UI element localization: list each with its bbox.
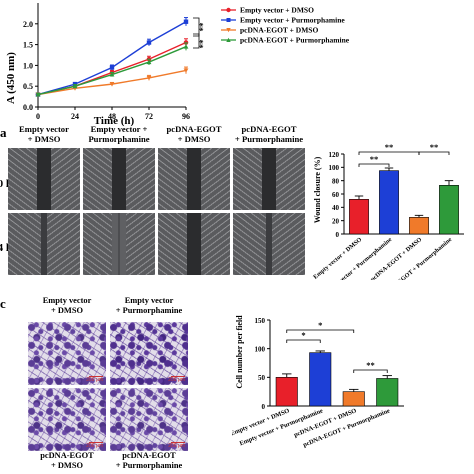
bar-empty-purm [309,352,332,407]
data-point-egot-dmso [109,82,115,87]
legend-item-egot-dmso: pcDNA-EGOT + DMSO [240,26,318,35]
y-tick-label: 1.0 [23,61,33,70]
y-tick-label: 0 [262,403,266,411]
transwell-image-empty-purm: 200 μm [110,322,188,385]
data-point-egot-dmso [183,68,189,73]
sig-marker-c3: ** [366,360,375,370]
cell-chart-y-axis-label: Cell number per field [235,315,244,389]
transwell-label-egot-purm: pcDNA-EGOT + Purmorphamine [115,451,183,470]
y-tick-label: 150 [255,317,266,325]
sig-marker-b3-bracket [418,151,450,155]
y-tick-label: 100 [255,345,266,353]
data-point-empty-purm [109,65,115,70]
bar-egot-dmso [409,217,429,235]
y-tick-label: 120 [329,151,340,159]
bar-empty-dmso [349,199,369,235]
y-tick-label: 0.0 [23,103,33,112]
y-tick-label: 0.5 [23,82,33,91]
x-category-label: pcDNA-EGOT + DMSO [369,236,423,280]
sig-marker-a1: ** [198,22,208,32]
panel-letter-b: a [0,125,7,140]
data-point-empty-purm [183,19,189,24]
y-tick-label: 0 [336,231,340,239]
transwell-image-egot-purm: 200 μm [110,388,188,451]
data-point-egot-purm [183,44,189,49]
wound-image-empty-dmso-0h: 200 μm [8,148,80,210]
x-tick-label: 48 [108,112,116,121]
line-chart-significance: ** ** [193,17,208,49]
bar-empty-dmso [275,377,298,407]
wound-column-labels: Empty vector + DMSO Empty vector + Purmorph… [0,124,310,148]
transwell-label-egot-dmso: pcDNA-EGOT + DMSO [40,451,94,470]
sig-marker-b1: ** [385,142,394,152]
wound-image-egot-dmso-0h: 200 μm [158,148,230,210]
line-chart-y-axis-label: A (450 nm) [5,52,17,104]
sig-marker-c3-bracket [353,369,388,373]
data-point-egot-purm [146,59,152,65]
y-tick-label: 2.0 [23,20,33,29]
sig-marker-b2: ** [370,154,379,164]
bar-egot-purm [376,378,399,407]
bar-egot-dmso [342,391,365,407]
sig-marker-c2: * [318,320,322,330]
transwell-label-empty-dmso: Empty vector + DMSO [42,296,92,315]
wound-image-empty-purm-0h: 200 μm [83,148,155,210]
x-category-label: Empty vector + DMSO [312,236,363,280]
x-tick-label: 24 [71,112,79,121]
bar-egot-purm [439,185,459,235]
y-tick-label: 80 [332,177,340,185]
line-chart-x-axis-label: Time (h) [94,115,135,127]
transwell-label-empty-purm: Empty vector + Purmorphamine [115,296,183,315]
data-point-empty-purm [146,40,152,45]
y-tick-label: 100 [329,164,340,172]
bar-empty-purm [379,170,399,235]
sig-marker-c1: * [301,330,305,340]
panel-letter-c: c [0,296,6,311]
wound-image-egot-purm-0h: 200 μm [233,148,305,210]
sig-marker-c2-bracket [286,329,355,333]
y-tick-label: 40 [332,204,340,212]
legend-item-egot-purm: pcDNA-EGOT + Purmorphamine [240,36,350,45]
x-tick-label: 0 [36,112,40,121]
data-point-egot-purm [109,72,115,77]
line-chart-legend: Empty vector + DMSO Empty vector + Purmo… [221,6,350,45]
line-chart: A (450 nm) Time (h) 0.0 0.5 1.0 1.5 2.0 0 24 48… [5,3,350,127]
data-point-egot-purm [72,83,78,89]
transwell-top-labels: Empty vector + DMSO Empty vector + Purmorph… [20,296,210,320]
transwell-image-egot-dmso: 200 μm [28,388,106,451]
wound-chart-y-axis-label: Wound closure (%) [313,156,322,223]
y-tick-label: 50 [258,374,266,382]
wound-image-empty-dmso-24h: 200 μm [8,213,80,275]
wound-closure-bar-chart: Wound closure (%) 0 20 40 60 80 100 120 Empty v… [312,142,464,280]
y-tick-label: 1.5 [23,41,33,50]
data-point-egot-purm [35,92,41,97]
y-tick-label: 60 [332,191,340,199]
wound-image-egot-dmso-24h: 200 μm [158,213,230,275]
sig-marker-b3: ** [430,142,439,152]
transwell-image-empty-dmso: 200 μm [28,322,106,385]
sig-marker-b1-bracket [358,151,420,155]
data-point-egot-dmso [146,75,152,81]
legend-item-empty-dmso: Empty vector + DMSO [240,6,314,15]
wound-image-egot-purm-24h: 200 μm [233,213,305,275]
sig-marker-c1-bracket [286,339,321,343]
wound-column-label-empty-purm: Empty vector + Purmorphamine [88,124,150,144]
wound-image-empty-purm-24h: 200 μm [83,213,155,275]
sig-marker-b2-bracket [358,163,390,167]
transwell-bottom-labels: pcDNA-EGOT + DMSO pcDNA-EGOT + Purmorphamin… [20,451,210,474]
wound-column-label-empty-dmso: Empty vector + DMSO [19,124,69,144]
y-tick-label: 20 [332,217,340,225]
x-tick-label: 96 [182,112,190,121]
sig-marker-a2: ** [198,39,208,49]
wound-column-label-egot-purm: pcDNA-EGOT + Purmorphamine [234,124,304,144]
x-tick-label: 72 [145,112,153,121]
legend-item-empty-purm: Empty vector + Purmorphamine [240,16,345,25]
wound-column-label-egot-dmso: pcDNA-EGOT + DMSO [166,124,222,144]
